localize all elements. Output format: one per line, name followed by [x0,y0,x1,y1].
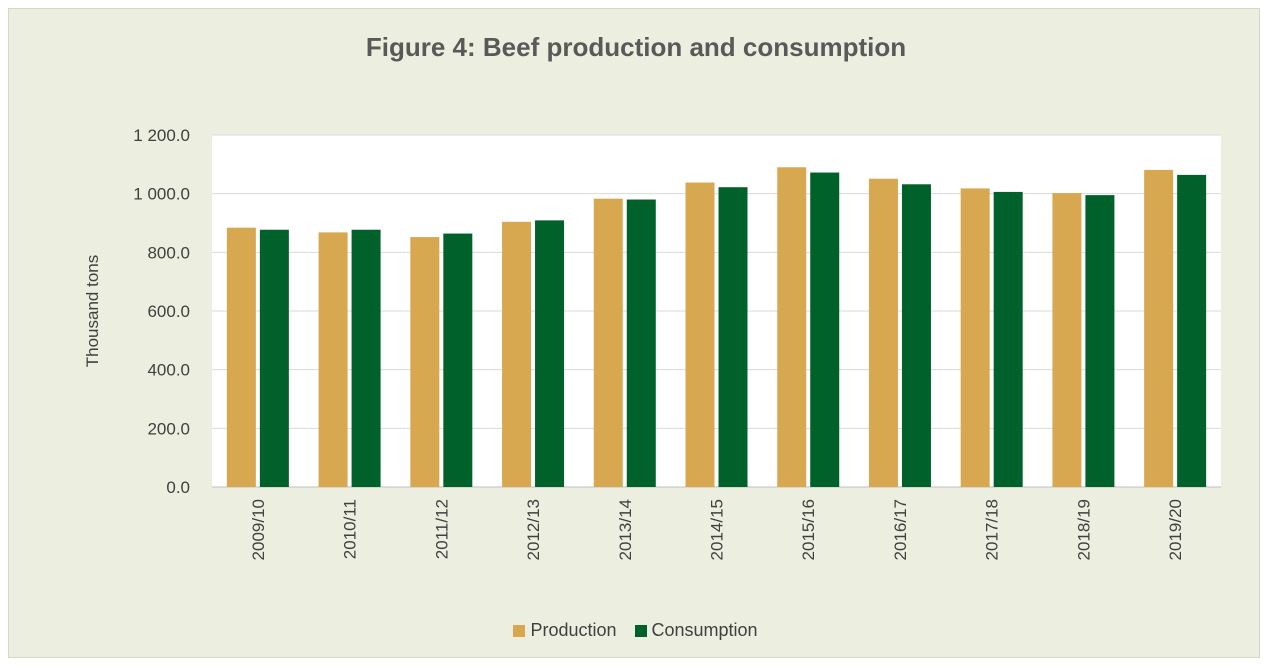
legend-item-consumption: Consumption [634,620,758,641]
x-tick-label: 2013/14 [616,499,635,560]
y-tick-label: 1 000.0 [133,185,190,204]
bar-production-2016-17 [868,178,898,487]
legend-label-consumption: Consumption [651,620,758,640]
y-tick-label: 600.0 [147,302,190,321]
legend-label-production: Production [530,620,617,640]
x-tick-label: 2015/16 [799,499,818,560]
y-axis-label: Thousand tons [83,255,102,367]
x-tick-label: 2018/19 [1074,499,1093,560]
bar-consumption-2012-13 [535,220,565,488]
bar-consumption-2018-19 [1085,195,1115,487]
y-tick-label: 200.0 [147,419,190,438]
y-tick-label: 400.0 [147,361,190,380]
y-tick-label: 0.0 [166,478,190,497]
x-tick-label: 2016/17 [891,499,910,560]
bar-consumption-2017-18 [993,191,1023,487]
legend: Production Consumption [0,620,1271,641]
x-tick-label: 2010/11 [341,499,360,559]
legend-swatch-consumption [634,624,647,637]
legend-item-production: Production [513,620,617,641]
bar-consumption-2015-16 [810,172,840,487]
bar-consumption-2016-17 [901,184,931,487]
bar-production-2014-15 [685,182,715,487]
bar-consumption-2010-11 [351,229,381,487]
x-tick-label: 2019/20 [1166,499,1185,560]
chart-title: Figure 4: Beef production and consumptio… [365,32,907,62]
x-tick-label: 2012/13 [524,499,543,560]
bar-production-2013-14 [593,198,623,488]
bar-production-2017-18 [960,188,990,488]
bar-consumption-2009-10 [259,229,289,487]
bar-production-2011-12 [410,237,440,487]
bar-production-2009-10 [226,227,256,487]
y-tick-label: 800.0 [147,243,190,262]
bar-production-2012-13 [502,221,532,487]
legend-swatch-production [513,624,526,637]
bar-consumption-2014-15 [718,187,748,488]
bar-production-2010-11 [318,232,348,487]
bar-production-2015-16 [777,167,807,487]
bar-consumption-2013-14 [626,199,656,488]
bar-consumption-2011-12 [443,233,473,487]
x-tick-label: 2017/18 [983,499,1002,560]
bar-production-2019-20 [1144,169,1174,487]
x-tick-label: 2011/12 [432,499,451,559]
x-tick-label: 2014/15 [708,499,727,560]
bar-consumption-2019-20 [1177,174,1207,488]
x-tick-label: 2009/10 [249,499,268,560]
bar-production-2018-19 [1052,193,1082,487]
y-tick-label: 1 200.0 [133,126,190,145]
